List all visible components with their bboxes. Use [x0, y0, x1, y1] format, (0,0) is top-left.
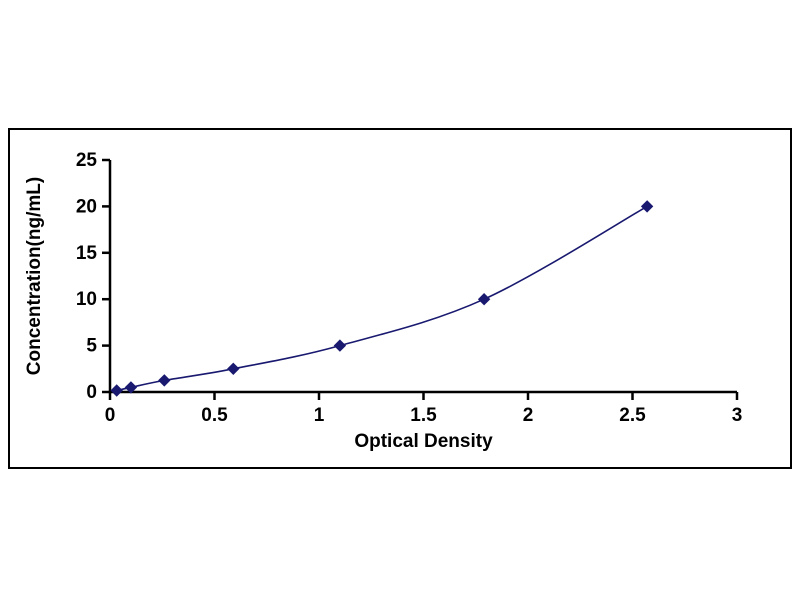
data-point-marker — [227, 362, 240, 376]
x-tick-label: 2 — [523, 405, 534, 426]
y-tick-label: 25 — [76, 150, 98, 171]
x-tick-label: 0 — [105, 405, 116, 426]
x-tick-label: 0.5 — [201, 405, 228, 426]
x-tick-label: 1.5 — [410, 405, 437, 426]
x-tick-label: 3 — [732, 405, 743, 426]
data-point-marker — [110, 384, 123, 397]
series-line — [116, 205, 648, 392]
y-tick-label: 5 — [86, 336, 97, 357]
y-tick-label: 20 — [76, 196, 97, 217]
data-point-marker — [124, 381, 138, 394]
standard-curve-chart: 0 0.5 1 1.5 2 2.5 3 0 5 10 15 20 25 Optical Density Co… — [8, 128, 792, 469]
chart-svg: 0 0.5 1 1.5 2 2.5 3 0 5 10 15 20 25 Optical Density Co… — [24, 150, 743, 452]
y-tick-label: 0 — [86, 382, 97, 403]
y-axis-title: Concentration(ng/mL) — [24, 177, 45, 375]
data-point-marker — [333, 339, 347, 352]
data-point-marker — [640, 200, 654, 213]
x-tick-label: 1 — [314, 405, 325, 426]
x-tick-label: 2.5 — [619, 405, 646, 426]
y-tick-label: 10 — [76, 289, 97, 310]
y-tick-label: 15 — [76, 243, 98, 264]
x-axis-title: Optical Density — [354, 431, 493, 452]
data-point-marker — [477, 292, 491, 306]
data-point-marker — [158, 374, 171, 387]
